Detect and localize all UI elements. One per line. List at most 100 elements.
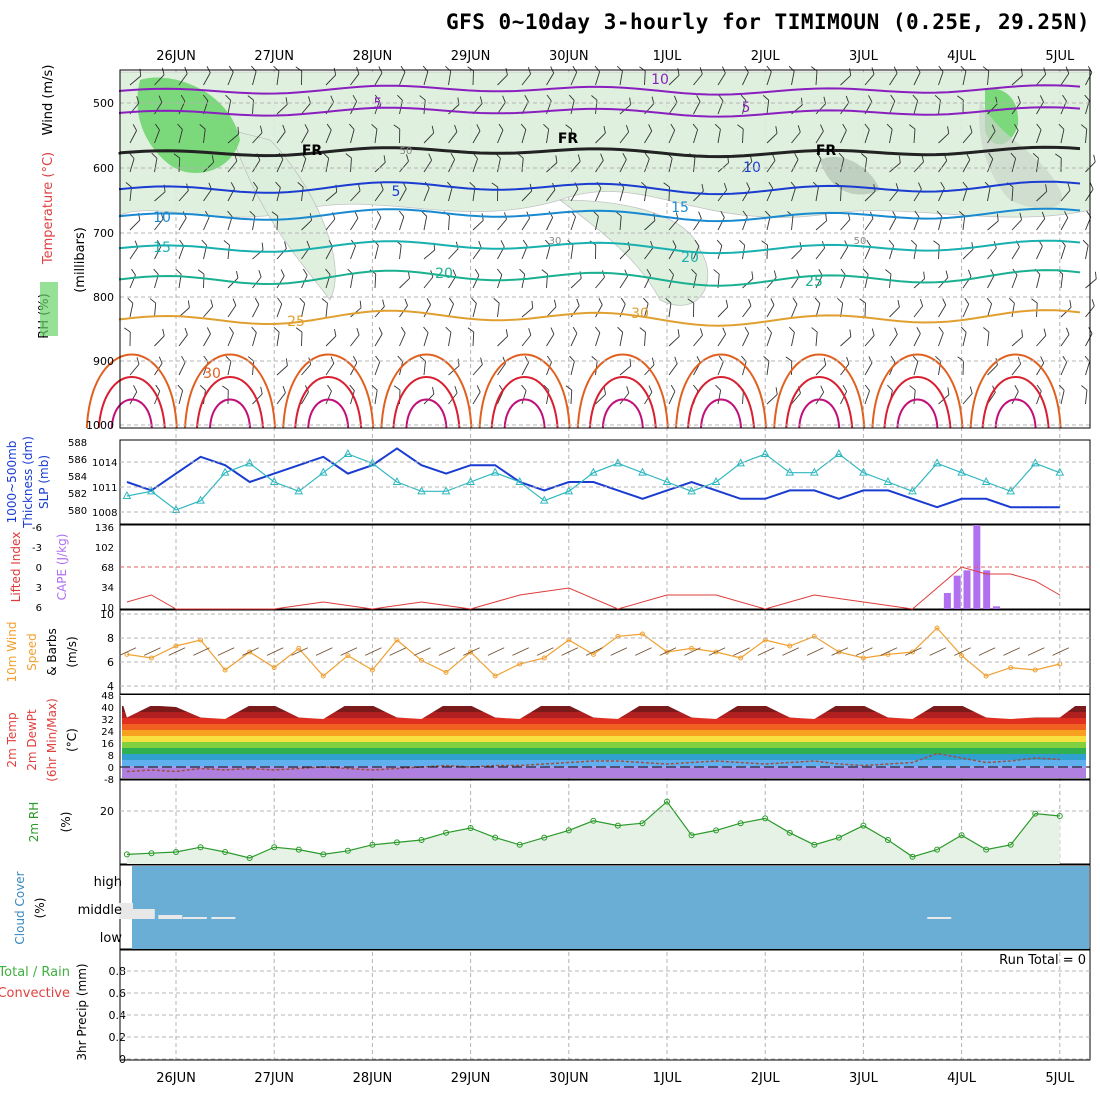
- wind-barb: [151, 152, 158, 173]
- wind-speed-point: [148, 655, 154, 661]
- wind-barb: [374, 182, 384, 202]
- wind-barb: [791, 153, 799, 173]
- wind-barb: [691, 268, 697, 289]
- thickness-point: [294, 486, 304, 495]
- wind-barb: [203, 155, 215, 173]
- wind-barb: [815, 240, 826, 260]
- wind-barb: [1060, 355, 1068, 376]
- wind-speed-point: [468, 649, 474, 655]
- rh-point: [565, 827, 572, 834]
- thickness-series: [126, 453, 1061, 511]
- day-label-bottom: 27JUN: [254, 1071, 294, 1086]
- wind-barb: [912, 355, 919, 376]
- wind-barb: [423, 125, 435, 144]
- thickness-point: [589, 467, 598, 476]
- total-rain-label: Total / Rain: [0, 965, 70, 980]
- thickness-tick: 580: [68, 506, 87, 517]
- wind-barb: [399, 326, 406, 347]
- cape-tick: 34: [101, 583, 114, 594]
- wind-barb: [840, 123, 847, 144]
- wind-barb: [913, 65, 921, 86]
- isotherm-30: [380, 353, 473, 429]
- rh-point: [934, 846, 941, 853]
- precip-axis-label: 3hr Precip (mm): [75, 963, 89, 1060]
- wind-barb: [325, 67, 337, 86]
- cape-bar: [963, 570, 971, 609]
- wind-barb: [201, 239, 208, 260]
- wind-barb: [472, 385, 481, 405]
- rh-series: [126, 800, 1060, 859]
- day-label-bottom: 5JUL: [1045, 1071, 1075, 1086]
- cape-label: CAPE (J/kg): [55, 534, 69, 601]
- wind-barb: [987, 152, 994, 173]
- isotherm-35: [196, 376, 265, 429]
- day-label-top: 26JUN: [156, 49, 196, 64]
- isotherm-30: [871, 353, 964, 429]
- wind-barb: [347, 268, 354, 289]
- wind-barb: [350, 211, 359, 231]
- wind-barb: [129, 152, 135, 173]
- slp-series: [126, 447, 1060, 509]
- wind-barb: [938, 126, 950, 144]
- thickness-point: [368, 458, 377, 467]
- wind-barb: [888, 239, 895, 260]
- isotherm-30: [773, 353, 866, 429]
- rh-point: [271, 844, 278, 851]
- isotherm-30: [969, 353, 1062, 429]
- wind-barb: [595, 298, 603, 318]
- wind-barb: [619, 358, 632, 376]
- isotherm-35: [883, 376, 952, 429]
- rh-tick: 20: [100, 805, 114, 818]
- wind-barb-10m: [487, 647, 505, 656]
- wind-barb: [886, 123, 893, 144]
- wind-barb: [889, 299, 900, 318]
- isotherm-30: [675, 353, 768, 429]
- wind-barb: [472, 124, 481, 144]
- thickness-point: [515, 476, 525, 485]
- wind-barb-10m: [635, 647, 652, 656]
- wind-barb: [570, 210, 576, 231]
- wind-barb: [448, 152, 456, 173]
- wind-barb: [419, 356, 426, 376]
- contour-label: 20: [435, 266, 453, 282]
- temp-band: [122, 754, 1086, 760]
- wind-barb-10m: [978, 647, 996, 656]
- wind-barb: [154, 328, 165, 347]
- thickness-point: [859, 467, 868, 476]
- wind-barb: [177, 123, 183, 144]
- wind-barb: [1084, 355, 1091, 376]
- wind-speed-point: [222, 667, 228, 673]
- thickness-point: [662, 476, 672, 485]
- wind-barb: [717, 182, 728, 202]
- panel-frame-slp: [119, 439, 1091, 525]
- wind-barb: [227, 298, 237, 318]
- rh-point: [222, 849, 229, 855]
- li-tick: 6: [36, 603, 42, 614]
- wind-barb: [371, 124, 378, 144]
- slp-label-thickness2: Thickness (dm): [21, 436, 35, 529]
- wind-barb: [472, 357, 483, 376]
- day-label-bottom: 2JUL: [751, 1071, 781, 1086]
- wind-speed-point: [345, 653, 351, 659]
- temp-tick: 40: [101, 703, 114, 714]
- wind-barb-10m: [119, 647, 137, 656]
- wind-barb-10m: [733, 647, 750, 656]
- wind-barb: [933, 240, 940, 260]
- wind-barb: [619, 153, 627, 173]
- isotherm-35: [981, 376, 1050, 429]
- wind-barb: [864, 328, 875, 347]
- wind-barb: [934, 95, 941, 115]
- isotherm-30: [282, 353, 375, 429]
- wind-barb: [619, 241, 631, 260]
- wind-barb: [276, 297, 283, 318]
- contour-label: 50: [854, 236, 867, 247]
- wind-barb: [595, 326, 601, 347]
- wind-speed-point: [296, 645, 302, 651]
- wind-barb: [275, 181, 281, 202]
- wind-barb: [374, 155, 386, 173]
- thickness-point: [318, 467, 328, 476]
- contour-label: 5: [374, 96, 383, 112]
- day-label-bottom: 1JUL: [653, 1071, 683, 1086]
- wind-barb-10m: [266, 647, 284, 656]
- wind-barb: [889, 211, 897, 231]
